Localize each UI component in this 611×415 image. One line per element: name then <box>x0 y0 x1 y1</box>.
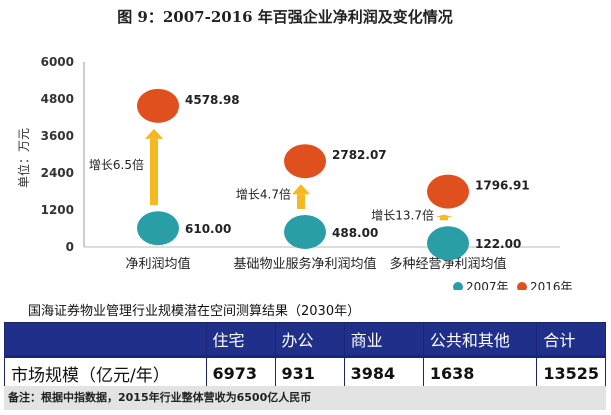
point-2007 <box>427 226 469 261</box>
header-cell-office: 办公 <box>274 322 345 357</box>
growth-arrow-head <box>435 214 453 218</box>
chart-title: 图 9：2007-2016 年百强企业净利润及变化情况 <box>117 8 453 26</box>
y-tick-label: 4800 <box>41 92 74 106</box>
y-tick-label: 0 <box>66 240 74 254</box>
table-header-row: 住宅 办公 商业 公共和其他 合计 <box>4 322 606 357</box>
point-2016 <box>284 144 326 179</box>
category-label: 多种经营净利润均值 <box>389 256 506 272</box>
point-2016 <box>427 174 469 209</box>
y-tick-label: 6000 <box>41 55 74 69</box>
growth-arrow-shaft <box>150 138 158 206</box>
point-2007 <box>137 211 179 246</box>
table-row: 市场规模（亿元/年） 6973 931 3984 1638 13525 <box>4 355 606 389</box>
header-cell-residential: 住宅 <box>205 322 276 357</box>
y-axis-label: 单位：万元 <box>16 128 31 188</box>
header-cell-public-other: 公共和其他 <box>422 322 538 357</box>
growth-label: 增长4.7倍 <box>236 187 291 202</box>
growth-label: 增长6.5倍 <box>89 157 144 172</box>
point-2007 <box>284 214 326 249</box>
data-label-2016: 2782.07 <box>332 148 387 162</box>
table-note: 备注：根据中指数据，2015年行业整体营收为6500亿人民币 <box>4 386 606 410</box>
cell-public-other: 1638 <box>422 355 538 389</box>
data-label-2007: 488.00 <box>332 226 378 240</box>
growth-label: 增长13.7倍 <box>371 207 434 222</box>
data-label-2016: 4578.98 <box>185 93 240 107</box>
data-label-2007: 610.00 <box>185 222 231 236</box>
growth-arrow-head <box>145 128 163 139</box>
y-axis: 0 1200 2400 3600 4800 6000 单位：万元 <box>16 55 560 254</box>
data-label-2016: 1796.91 <box>475 179 530 193</box>
cell-residential: 6973 <box>205 355 276 389</box>
legend-marker <box>453 282 463 290</box>
data-label-2007: 122.00 <box>475 237 521 251</box>
point-2016 <box>137 88 179 123</box>
y-tick-label: 3600 <box>41 129 74 143</box>
y-tick-label: 2400 <box>41 166 74 180</box>
row-label: 市场规模（亿元/年） <box>4 355 207 389</box>
cell-office: 931 <box>274 355 345 389</box>
growth-arrow-shaft <box>440 217 448 221</box>
legend-label: 2007年 <box>466 280 509 290</box>
cell-total: 13525 <box>536 355 606 389</box>
chart: 图 9：2007-2016 年百强企业净利润及变化情况 0 1200 2400 360… <box>16 8 573 290</box>
growth-arrow-head <box>292 184 310 195</box>
header-cell-empty <box>4 322 207 357</box>
projection-table: 住宅 办公 商业 公共和其他 合计 市场规模（亿元/年） 6973 931 39… <box>4 322 606 389</box>
table-title: 国海证券物业管理行业规模潜在空间测算结果（2030年） <box>28 304 361 319</box>
growth-arrow-shaft <box>297 194 305 209</box>
category-label: 净利润均值 <box>125 256 190 272</box>
category-label: 基础物业服务净利润均值 <box>233 256 376 272</box>
legend-marker <box>517 282 527 290</box>
header-cell-commercial: 商业 <box>343 322 424 357</box>
cell-commercial: 3984 <box>343 355 424 389</box>
plot-area: 净利润均值 基础物业服务净利润均值 多种经营净利润均值 增长6.5倍 610.00 457… <box>89 88 530 272</box>
header-cell-total: 合计 <box>536 322 606 357</box>
legend: 2007年 2016年 <box>453 280 573 290</box>
legend-label: 2016年 <box>530 280 573 290</box>
y-tick-label: 1200 <box>41 203 74 217</box>
